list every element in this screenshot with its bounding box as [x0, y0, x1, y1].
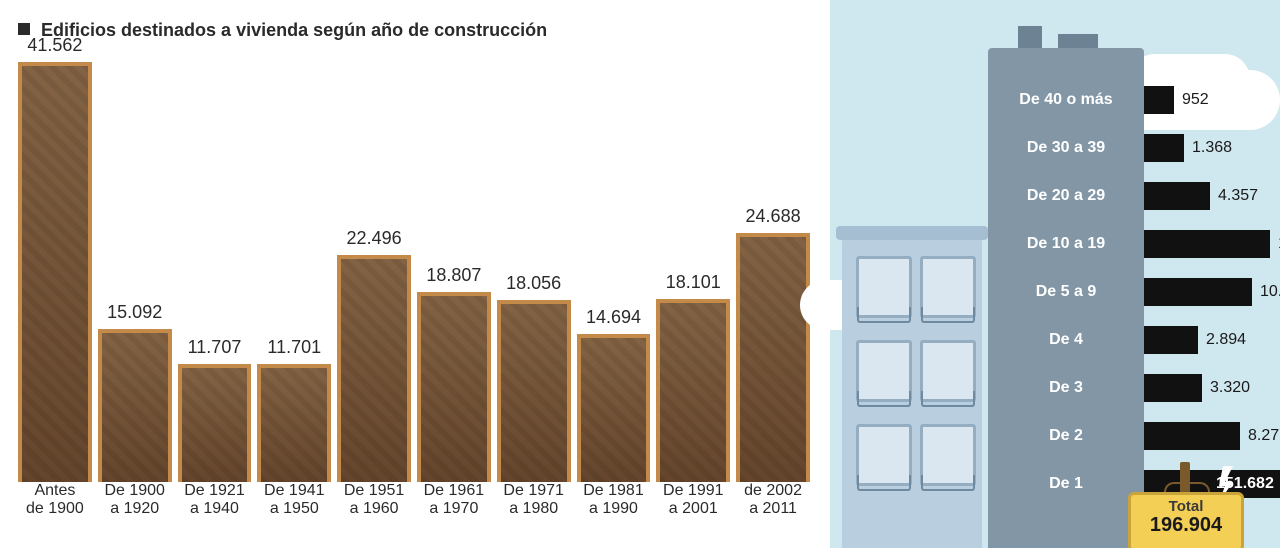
x-label: Antes de 1900: [18, 482, 92, 530]
window-icon: [920, 424, 976, 486]
construction-year-barchart: 41.56215.09211.70711.70122.49618.80718.0…: [18, 60, 810, 530]
bar-value-label: 22.496: [337, 228, 411, 249]
distribution-value: 4.357: [1218, 182, 1258, 210]
distribution-bar: [1144, 374, 1202, 402]
distribution-value: 10.569: [1260, 278, 1280, 306]
window-icon: [920, 340, 976, 402]
floor-row: De 5 a 910.569: [988, 268, 1144, 316]
x-label: De 1961 a 1970: [417, 482, 491, 530]
floor-label: De 5 a 9: [988, 283, 1144, 301]
floor-label: De 2: [988, 427, 1144, 445]
x-label: De 1991 a 2001: [656, 482, 730, 530]
floor-row: De 42.894: [988, 316, 1144, 364]
total-label: Total: [1131, 499, 1241, 514]
floor-label: De 4: [988, 331, 1144, 349]
sign-plate: Total 196.904: [1128, 492, 1244, 548]
tall-building-illustration: De 40 o más952De 30 a 391.368De 20 a 294…: [988, 48, 1144, 548]
distribution-bar: [1144, 182, 1210, 210]
window-icon: [856, 340, 912, 402]
bar-value-label: 11.701: [257, 337, 331, 358]
x-label: De 1971 a 1980: [497, 482, 571, 530]
floor-row: De 1151.682: [988, 460, 1144, 508]
total-value: 196.904: [1131, 514, 1241, 536]
floor-row: De 30 a 391.368: [988, 124, 1144, 172]
left-chart-title: Edificios destinados a vivienda según añ…: [18, 20, 618, 42]
distribution-value: 8.277: [1248, 422, 1280, 450]
x-label: de 2002 a 2011: [736, 482, 810, 530]
bullet-square-icon: [18, 23, 30, 35]
floor-row: De 28.277: [988, 412, 1144, 460]
x-label: De 1981 a 1990: [577, 482, 651, 530]
distribution-bar: [1144, 326, 1198, 354]
bar-value-label: 18.807: [417, 265, 491, 286]
floor-label: De 3: [988, 379, 1144, 397]
bar-value-label: 14.694: [577, 307, 651, 328]
bar-value-label: 18.056: [497, 273, 571, 294]
x-axis-labels: Antes de 1900De 1900 a 1920De 1921 a 194…: [18, 482, 810, 530]
distribution-bar: [1144, 230, 1270, 258]
distribution-value: 1.368: [1192, 134, 1232, 162]
roof: [836, 226, 988, 240]
x-label: De 1921 a 1940: [178, 482, 252, 530]
floor-label: De 10 a 19: [988, 235, 1144, 253]
bar-value-label: 18.101: [656, 272, 730, 293]
distribution-bar: [1144, 134, 1184, 162]
left-chart-title-text: Edificios destinados a vivienda según añ…: [41, 20, 547, 40]
floor-row: De 20 a 294.357: [988, 172, 1144, 220]
floor-label: De 20 a 29: [988, 187, 1144, 205]
floor-label: De 1: [988, 475, 1144, 493]
floor-row: De 33.320: [988, 364, 1144, 412]
floor-row: De 10 a 1913.485: [988, 220, 1144, 268]
floor-row: De 40 o más952: [988, 76, 1144, 124]
bar-value-label: 15.092: [98, 302, 172, 323]
window-icon: [856, 256, 912, 318]
distribution-bar: [1144, 422, 1240, 450]
building-distribution-infographic: De 40 o más952De 30 a 391.368De 20 a 294…: [830, 0, 1280, 548]
distribution-bar: [1144, 278, 1252, 306]
distribution-bar: [1144, 86, 1174, 114]
floor-label: De 40 o más: [988, 91, 1144, 109]
bar-group: 41.56215.09211.70711.70122.49618.80718.0…: [18, 60, 810, 482]
x-label: De 1900 a 1920: [98, 482, 172, 530]
roof-unit-icon: [1058, 34, 1098, 48]
window-icon: [856, 424, 912, 486]
bar-value-label: 41.562: [18, 35, 92, 56]
total-sign: Total 196.904: [1128, 492, 1244, 548]
distribution-value: 3.320: [1210, 374, 1250, 402]
floor-rows: De 40 o más952De 30 a 391.368De 20 a 294…: [988, 76, 1144, 508]
roof-unit-icon: [1018, 26, 1042, 48]
distribution-value: 952: [1182, 86, 1209, 114]
bar-value-label: 24.688: [736, 206, 810, 227]
distribution-value: 2.894: [1206, 326, 1246, 354]
window-icon: [920, 256, 976, 318]
small-building-illustration: [842, 236, 982, 548]
x-label: De 1941 a 1950: [257, 482, 331, 530]
x-label: De 1951 a 1960: [337, 482, 411, 530]
floor-label: De 30 a 39: [988, 139, 1144, 157]
bar-value-label: 11.707: [178, 337, 252, 358]
